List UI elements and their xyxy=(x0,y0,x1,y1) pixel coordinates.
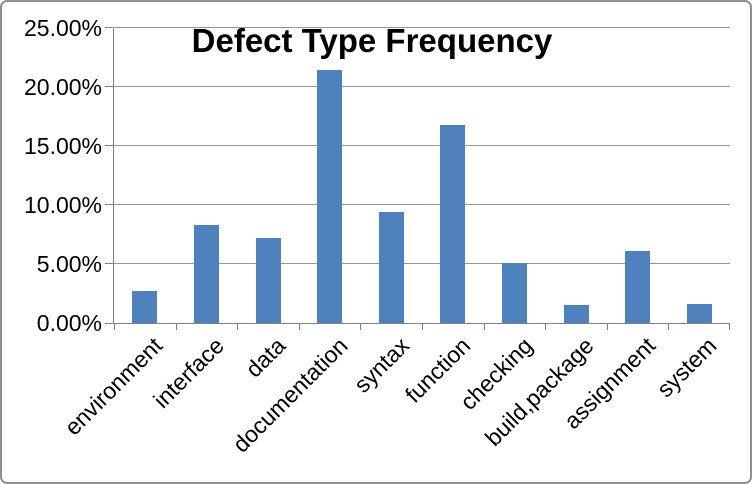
x-category-label-system: system xyxy=(651,332,722,403)
y-tick-label: 25.00% xyxy=(23,15,102,41)
x-axis-tick xyxy=(114,323,115,330)
y-tick-label: 0.00% xyxy=(36,310,102,336)
y-tick-label: 20.00% xyxy=(23,74,102,100)
bar-environment xyxy=(132,291,158,323)
x-axis-tick xyxy=(237,323,239,330)
bar-interface xyxy=(193,225,219,323)
x-axis-tick xyxy=(175,323,177,330)
x-category-label-documentation: documentation xyxy=(227,332,353,458)
x-axis-tick xyxy=(360,323,362,330)
y-axis-tick xyxy=(105,27,113,28)
bar-syntax xyxy=(378,212,404,323)
bar-assignment xyxy=(625,251,651,323)
y-axis-tick xyxy=(105,323,113,324)
bar-documentation xyxy=(317,70,343,323)
x-category-label-environment: environment xyxy=(59,332,168,441)
y-axis-tick xyxy=(105,86,113,87)
x-axis-tick xyxy=(606,323,608,330)
x-axis-tick xyxy=(483,323,485,330)
plot-area xyxy=(105,27,730,330)
gridline xyxy=(114,263,730,264)
y-tick-label: 15.00% xyxy=(23,133,102,159)
x-axis-tick xyxy=(298,323,300,330)
bar-data xyxy=(255,238,281,323)
x-axis-tick xyxy=(668,323,670,330)
gridline xyxy=(114,204,730,205)
y-tick-label: 5.00% xyxy=(36,251,102,277)
gridline xyxy=(114,86,730,87)
x-category-label-build-package: build,package xyxy=(479,332,599,452)
x-axis-tick xyxy=(545,323,547,330)
x-category-label-data: data xyxy=(240,332,291,383)
y-axis-tick xyxy=(105,145,113,146)
bar-checking xyxy=(501,262,527,323)
bar-function xyxy=(440,124,466,323)
bar-system xyxy=(686,304,712,323)
y-tick-label: 10.00% xyxy=(23,192,102,218)
chart-title: Defect Type Frequency xyxy=(191,22,553,59)
x-axis-tick xyxy=(422,323,423,330)
gridline xyxy=(114,27,730,28)
x-axis-tick xyxy=(729,323,730,330)
y-axis-tick xyxy=(105,204,113,205)
bar-build-package xyxy=(563,305,589,323)
y-axis-tick xyxy=(105,263,113,264)
gridline xyxy=(114,145,730,146)
